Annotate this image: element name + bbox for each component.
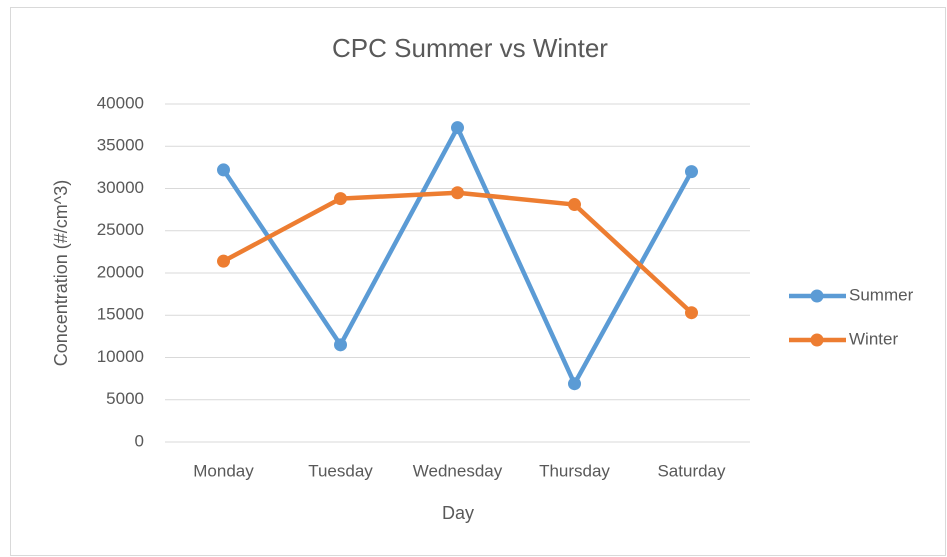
x-tick-label: Tuesday [308, 461, 373, 480]
data-point [685, 165, 698, 179]
data-point [451, 186, 464, 200]
y-tick-label: 20000 [97, 262, 144, 281]
legend-marker [810, 333, 824, 347]
x-tick-label: Saturday [657, 461, 726, 480]
y-tick-label: 10000 [97, 347, 144, 366]
y-tick-label: 5000 [106, 389, 144, 408]
y-tick-label: 40000 [97, 93, 144, 112]
y-tick-label: 15000 [97, 305, 144, 324]
legend-label: Summer [849, 285, 914, 304]
legend-label: Winter [849, 329, 898, 348]
y-axis-label: Concentration (#/cm^3) [51, 180, 71, 367]
y-tick-label: 30000 [97, 178, 144, 197]
data-point [334, 338, 347, 352]
data-point [685, 306, 698, 320]
data-point [451, 121, 464, 135]
y-tick-label: 0 [135, 431, 144, 450]
data-point [217, 254, 230, 268]
x-tick-label: Monday [193, 461, 254, 480]
data-point [568, 377, 581, 391]
y-tick-label: 25000 [97, 220, 144, 239]
data-point [217, 163, 230, 177]
chart-frame [10, 7, 946, 556]
x-axis-label: Day [442, 503, 474, 523]
chart-title: CPC Summer vs Winter [332, 33, 608, 63]
x-tick-label: Thursday [539, 461, 610, 480]
x-tick-label: Wednesday [413, 461, 503, 480]
y-tick-label: 35000 [97, 136, 144, 155]
data-point [568, 198, 581, 212]
data-point [334, 192, 347, 206]
legend-marker [810, 289, 824, 303]
